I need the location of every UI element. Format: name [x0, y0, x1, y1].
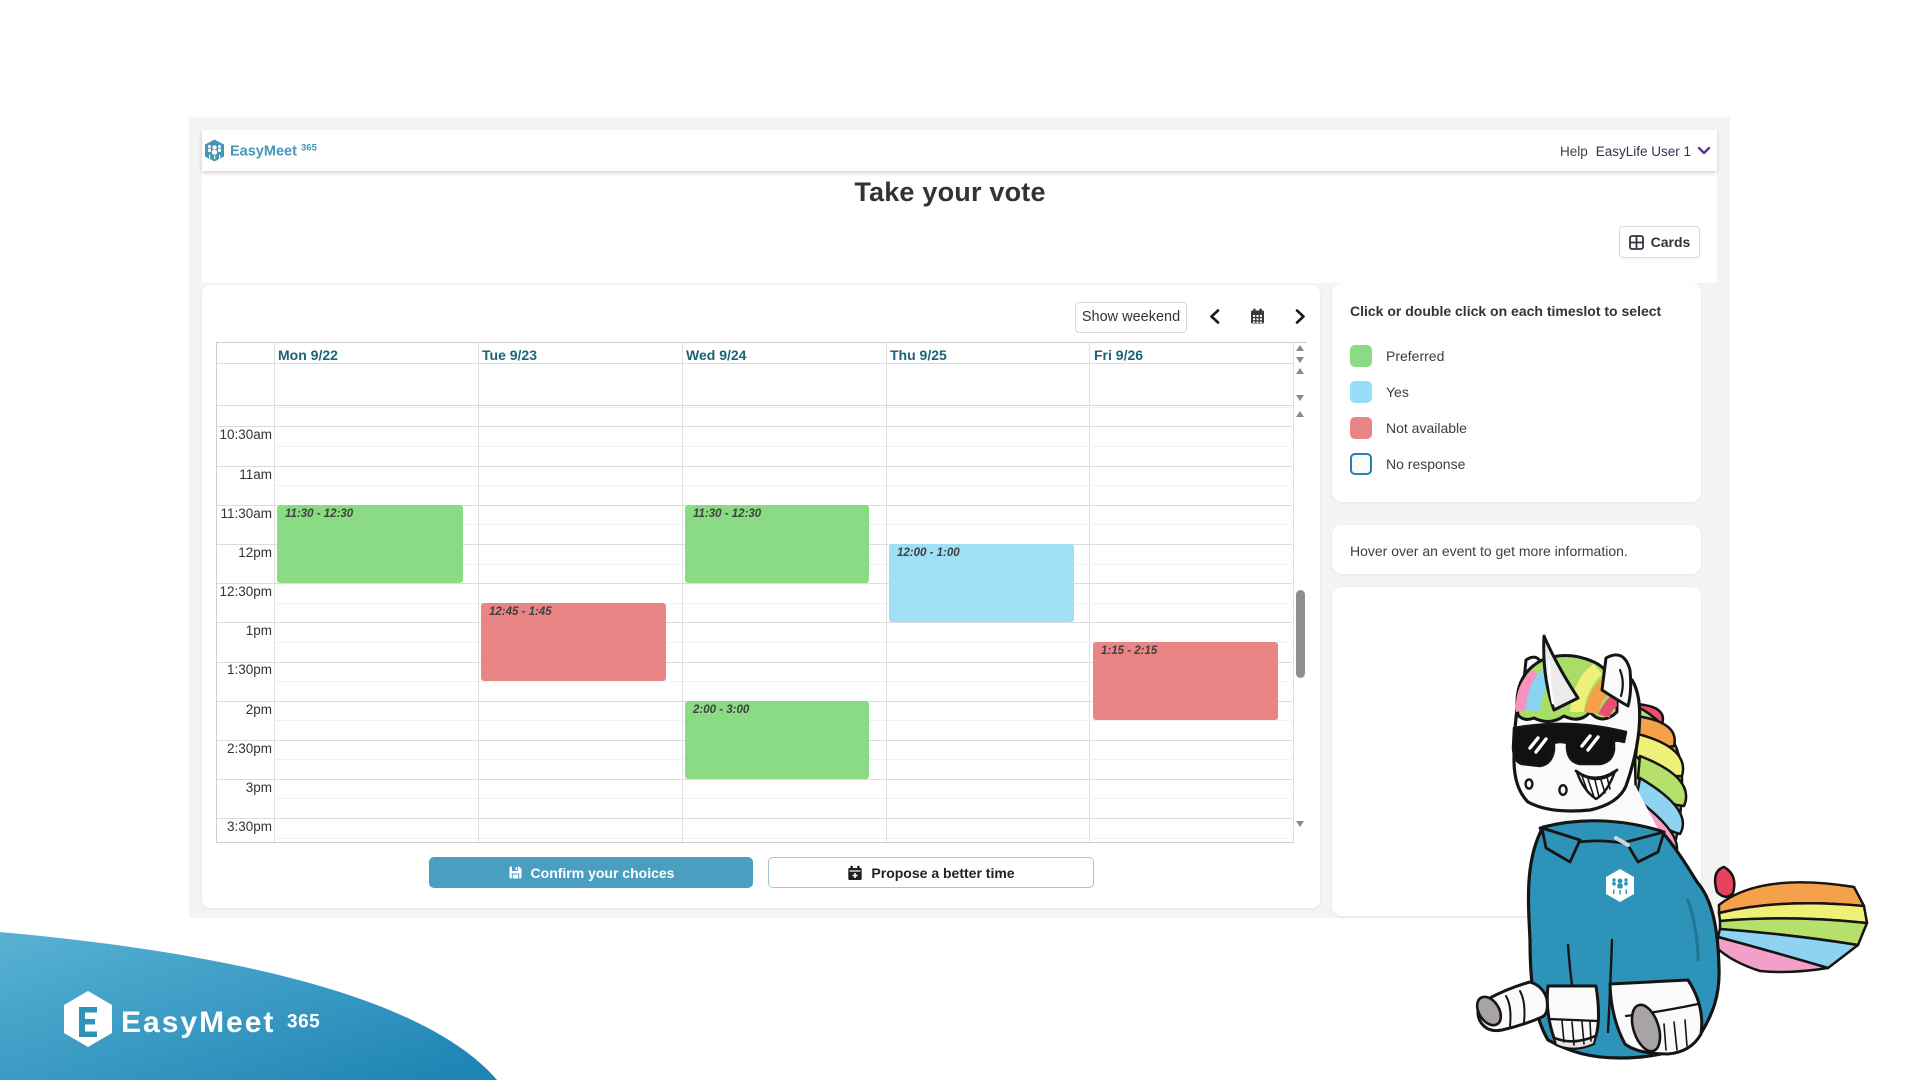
svg-text:EasyMeet: EasyMeet: [121, 1006, 275, 1039]
svg-text:365: 365: [301, 143, 318, 154]
svg-text:365: 365: [287, 1012, 320, 1033]
svg-text:EasyMeet: EasyMeet: [230, 144, 297, 160]
